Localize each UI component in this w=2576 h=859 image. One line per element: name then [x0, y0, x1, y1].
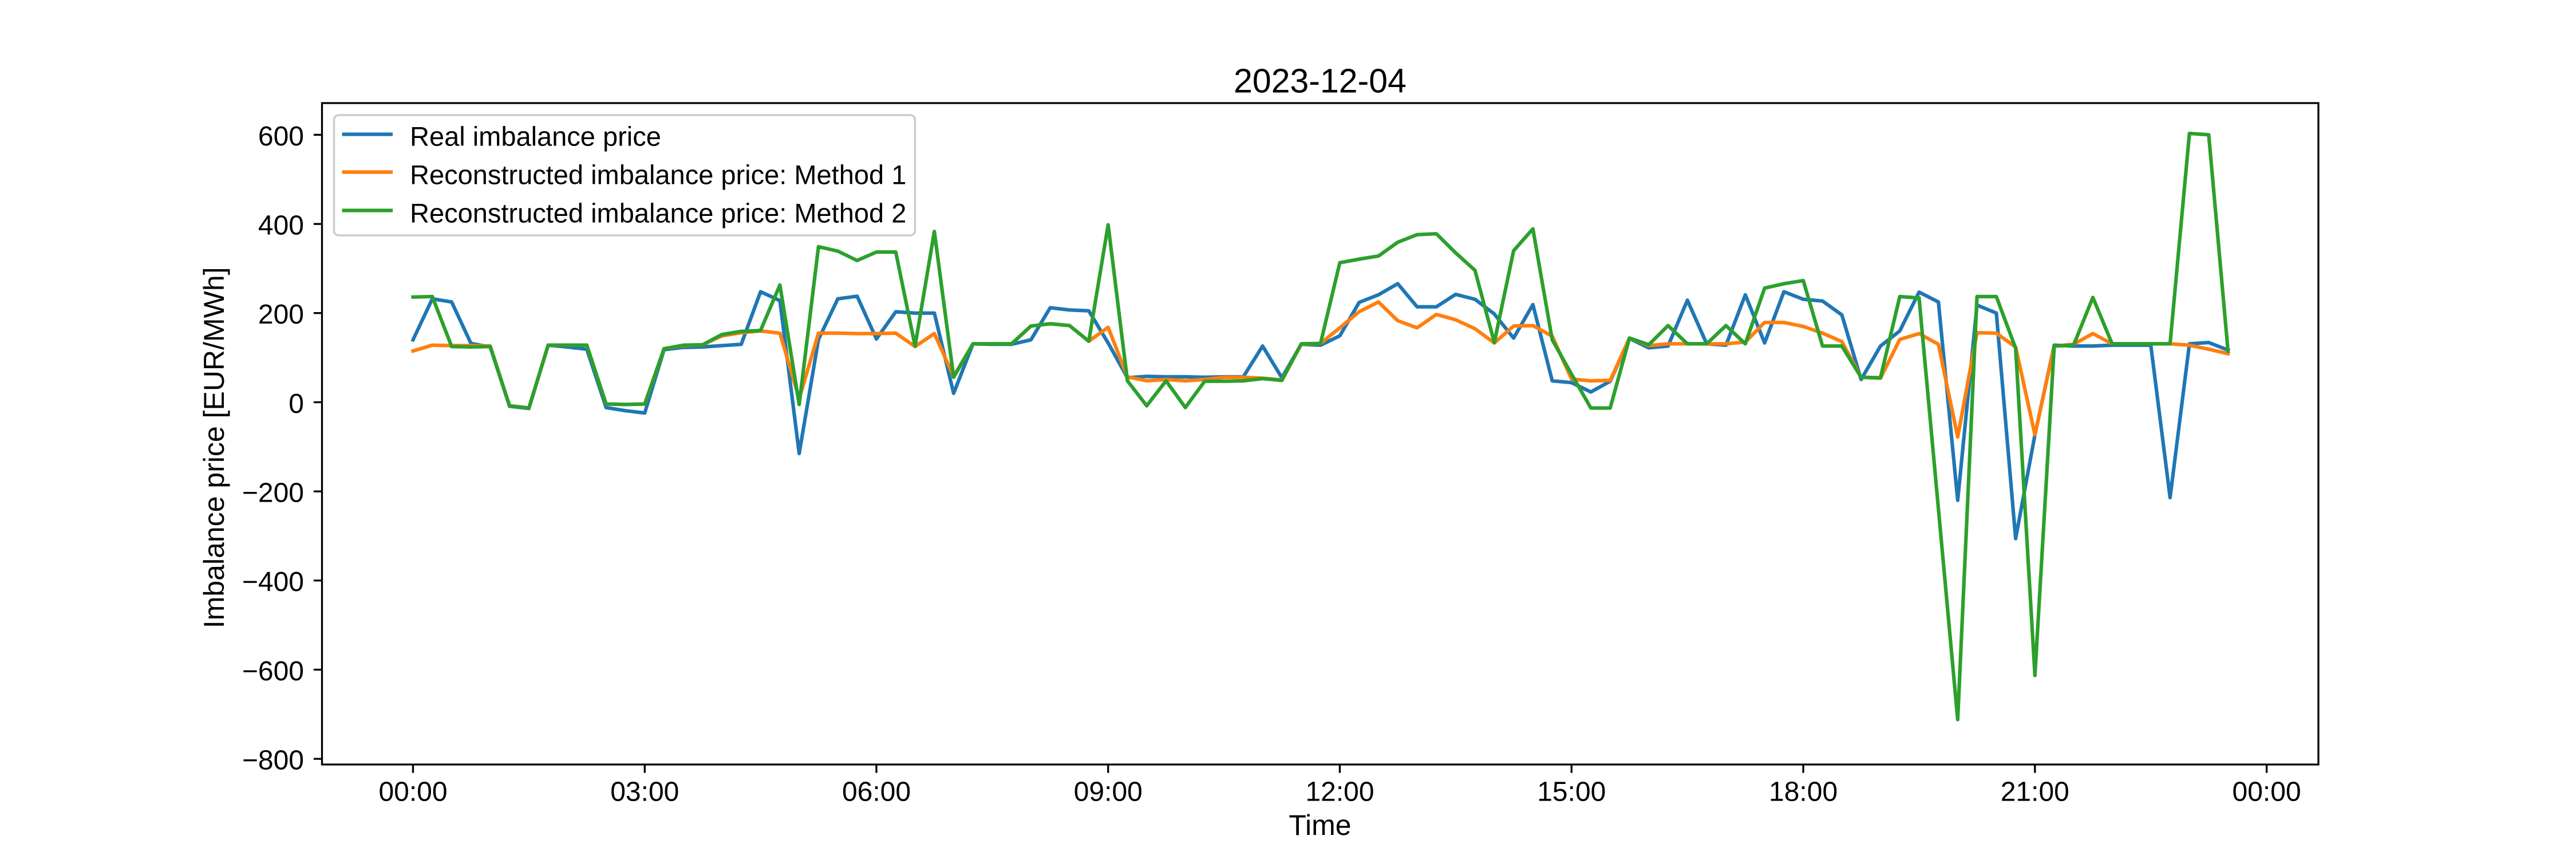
- svg-text:03:00: 03:00: [610, 777, 679, 807]
- svg-text:15:00: 15:00: [1537, 777, 1606, 807]
- svg-text:00:00: 00:00: [2233, 777, 2301, 807]
- svg-text:Imbalance price [EUR/MWh]: Imbalance price [EUR/MWh]: [198, 267, 230, 628]
- svg-text:21:00: 21:00: [2001, 777, 2069, 807]
- svg-text:−200: −200: [242, 478, 304, 509]
- svg-text:−600: −600: [242, 656, 304, 687]
- svg-text:09:00: 09:00: [1074, 777, 1143, 807]
- svg-text:Real imbalance price: Real imbalance price: [410, 121, 661, 152]
- svg-text:200: 200: [258, 300, 304, 330]
- svg-text:0: 0: [289, 389, 304, 419]
- svg-text:600: 600: [258, 121, 304, 152]
- svg-text:Reconstructed imbalance price:: Reconstructed imbalance price: Method 2: [410, 198, 906, 228]
- svg-text:2023-12-04: 2023-12-04: [1234, 62, 1406, 100]
- svg-text:Reconstructed imbalance price:: Reconstructed imbalance price: Method 1: [410, 160, 906, 190]
- svg-text:400: 400: [258, 211, 304, 241]
- svg-text:12:00: 12:00: [1305, 777, 1374, 807]
- svg-text:06:00: 06:00: [842, 777, 911, 807]
- svg-text:18:00: 18:00: [1769, 777, 1838, 807]
- svg-text:−800: −800: [242, 746, 304, 776]
- svg-text:Time: Time: [1289, 809, 1351, 841]
- svg-text:−400: −400: [242, 567, 304, 597]
- svg-text:00:00: 00:00: [378, 777, 447, 807]
